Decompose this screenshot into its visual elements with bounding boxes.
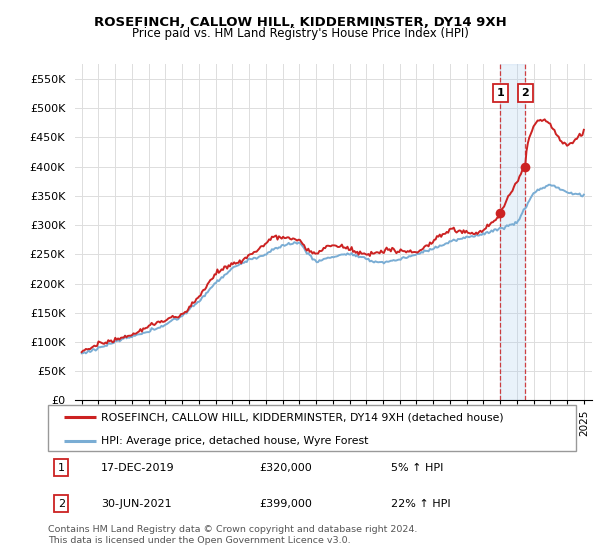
Text: HPI: Average price, detached house, Wyre Forest: HPI: Average price, detached house, Wyre…: [101, 436, 368, 446]
Text: 30-JUN-2021: 30-JUN-2021: [101, 499, 172, 509]
FancyBboxPatch shape: [48, 405, 576, 451]
Text: 2: 2: [521, 88, 529, 98]
Text: 1: 1: [496, 88, 504, 98]
Text: £320,000: £320,000: [259, 463, 312, 473]
Text: Price paid vs. HM Land Registry's House Price Index (HPI): Price paid vs. HM Land Registry's House …: [131, 27, 469, 40]
Bar: [500, 64, 525, 400]
Text: ROSEFINCH, CALLOW HILL, KIDDERMINSTER, DY14 9XH (detached house): ROSEFINCH, CALLOW HILL, KIDDERMINSTER, D…: [101, 412, 503, 422]
Text: Contains HM Land Registry data © Crown copyright and database right 2024.
This d: Contains HM Land Registry data © Crown c…: [48, 525, 418, 545]
Text: £399,000: £399,000: [259, 499, 312, 509]
Text: 22% ↑ HPI: 22% ↑ HPI: [391, 499, 451, 509]
Text: 17-DEC-2019: 17-DEC-2019: [101, 463, 175, 473]
Text: 2: 2: [58, 499, 65, 509]
Text: 1: 1: [58, 463, 65, 473]
Text: ROSEFINCH, CALLOW HILL, KIDDERMINSTER, DY14 9XH: ROSEFINCH, CALLOW HILL, KIDDERMINSTER, D…: [94, 16, 506, 29]
Text: 5% ↑ HPI: 5% ↑ HPI: [391, 463, 443, 473]
